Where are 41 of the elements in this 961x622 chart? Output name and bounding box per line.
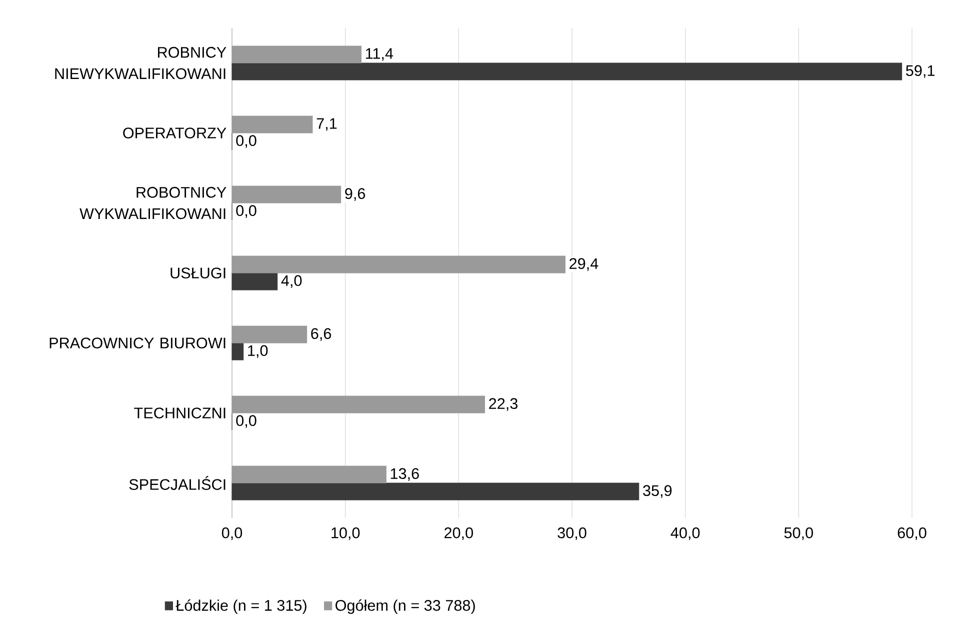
data-label: 11,4 xyxy=(366,48,394,61)
y-tick-label: PRACOWNICY BIUROWI xyxy=(50,338,226,348)
y-tick-label: USŁUGI xyxy=(170,268,226,278)
bar xyxy=(232,116,313,134)
data-label: 59,1 xyxy=(906,65,934,78)
x-tick-label: 10,0 xyxy=(332,527,360,540)
y-tick-label: SPECJALIŚCI xyxy=(129,476,226,490)
x-tick-label: 20,0 xyxy=(444,527,473,540)
bar xyxy=(232,256,566,274)
bar xyxy=(232,342,244,360)
data-label: 29,4 xyxy=(570,258,598,271)
data-label: 9,6 xyxy=(345,188,366,201)
data-label: 0,0 xyxy=(236,205,256,218)
bar xyxy=(232,186,342,204)
y-tick-label: ROBNICY NIEWYKWALIFIKOWANI xyxy=(55,46,226,80)
x-tick-label: 0,0 xyxy=(222,527,242,540)
legend-label: Ogółem (n = 33 788) xyxy=(336,599,475,614)
data-label: 6,6 xyxy=(311,328,332,341)
data-label: 7,1 xyxy=(316,118,337,131)
x-tick-label: 50,0 xyxy=(784,527,813,540)
bar xyxy=(232,46,362,64)
data-label: 35,9 xyxy=(643,485,672,498)
legend-label: Łódzkie (n = 1 315) xyxy=(176,599,306,614)
x-tick-label: 60,0 xyxy=(898,527,926,540)
y-tick-label: ROBOTNICY WYKWALIFIKOWANI xyxy=(80,186,226,220)
data-label: 22,3 xyxy=(489,398,518,411)
data-label: 0,0 xyxy=(236,135,256,148)
data-label: 13,6 xyxy=(390,468,419,481)
y-tick-label: TECHNICZNI xyxy=(134,408,226,418)
data-label: 0,0 xyxy=(236,415,256,428)
bar xyxy=(232,326,308,344)
bar xyxy=(232,62,902,80)
data-label: 4,0 xyxy=(281,275,302,288)
bar xyxy=(232,466,386,484)
bar xyxy=(232,272,278,290)
x-tick-label: 30,0 xyxy=(558,527,586,540)
bar xyxy=(232,482,640,500)
data-label: 1,0 xyxy=(248,345,268,358)
x-tick-label: 40,0 xyxy=(670,527,700,540)
y-tick-label: OPERATORZY xyxy=(123,128,226,138)
bar xyxy=(232,396,485,414)
